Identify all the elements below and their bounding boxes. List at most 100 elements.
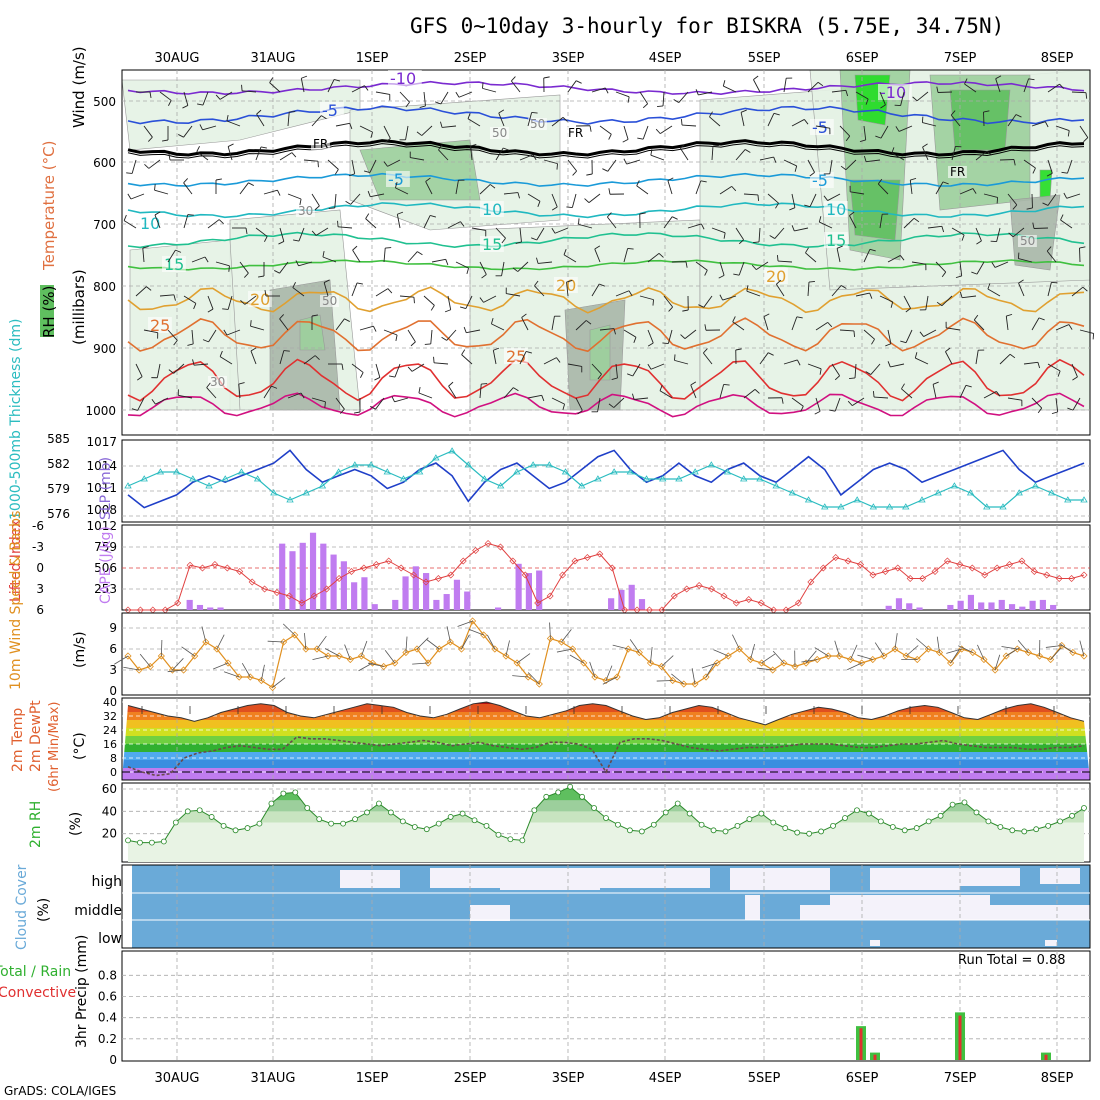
wind-barb <box>183 91 189 106</box>
wind-barb <box>527 394 542 399</box>
label-bg <box>311 138 330 150</box>
wind-barb <box>470 146 473 161</box>
wind-barb-flag <box>481 383 488 385</box>
wind-barb-flag <box>470 144 477 147</box>
wind-barb-flag <box>1063 192 1068 199</box>
wind-barb-flag <box>240 299 246 305</box>
li-tick: -6 <box>32 519 44 533</box>
wind-barb-flag <box>323 279 330 283</box>
wind-barb <box>556 648 573 653</box>
wind-barb <box>387 159 401 167</box>
wind-barb <box>394 397 409 403</box>
wind-barb-flag <box>751 264 757 270</box>
thickness-point <box>351 461 359 468</box>
wind-barb-flag <box>849 211 855 216</box>
rh-point <box>507 836 514 843</box>
thickness-point <box>837 503 845 510</box>
wind-barb-flag <box>440 121 443 128</box>
wind-barb <box>783 359 798 365</box>
wind-barb-flag <box>416 131 423 136</box>
wind-barb-flag <box>300 392 305 399</box>
lifted-index-point <box>695 582 703 589</box>
wind-barb-flag <box>1046 246 1052 252</box>
precip-conv-bar <box>873 1054 877 1060</box>
wind-barb-flag <box>215 178 222 181</box>
rh-point <box>352 816 358 823</box>
lifted-index-point <box>509 557 517 565</box>
wind-barb-flag <box>753 241 760 244</box>
wind-barb-flag <box>1061 171 1068 174</box>
label-bg <box>138 215 162 231</box>
wind-barb <box>423 91 426 106</box>
precip-tick: 0.6 <box>98 989 117 1003</box>
wind-barb <box>1046 250 1057 263</box>
cape-bar <box>402 576 409 610</box>
wind-barb <box>466 329 481 334</box>
thickness-point <box>983 503 991 510</box>
cape-bar <box>320 543 327 610</box>
wind-barb-flag <box>144 163 150 169</box>
wind-speed-point <box>157 652 165 660</box>
wind-barb <box>311 397 326 403</box>
isotherm-label: -5 <box>388 170 404 189</box>
wind-barb-flag <box>182 105 189 109</box>
precip-frame <box>121 950 1091 1062</box>
cape-bar <box>494 607 502 610</box>
lifted-index-point <box>981 571 989 579</box>
wind-barb <box>887 329 892 344</box>
wind-barb <box>977 644 985 660</box>
wind-barb <box>772 650 785 664</box>
wind-barb <box>208 329 217 343</box>
wind-barb <box>636 185 649 195</box>
wind-barb <box>836 248 841 263</box>
thickness-point <box>496 482 505 489</box>
wind-barb-flag <box>352 245 358 251</box>
wind-barb <box>950 649 960 664</box>
wind-barb-flag <box>551 206 558 211</box>
thickness-point <box>448 447 456 454</box>
wind-barb-flag <box>479 297 484 303</box>
cape-bar <box>638 599 646 610</box>
wind-barb <box>172 658 184 671</box>
top-date-label: 3SEP <box>552 51 585 66</box>
rh-point <box>1081 805 1087 811</box>
wind-barb-flag <box>900 340 907 344</box>
wind-barb <box>774 227 785 239</box>
wind-barb <box>512 675 529 678</box>
wind-barb <box>352 249 361 263</box>
wind-barb-flag <box>900 255 905 261</box>
wind-barb <box>1047 193 1057 206</box>
wind-barb-flag <box>594 245 601 250</box>
wind-barb <box>903 217 915 229</box>
lifted-index-point <box>211 561 219 568</box>
wind-barb-flag <box>354 411 361 414</box>
lifted-index-point <box>434 575 442 582</box>
lifted-index-point <box>732 599 740 607</box>
pressure-tick: 500 <box>93 95 116 109</box>
wind-barb-flag <box>271 385 278 389</box>
wind-barb <box>551 117 564 127</box>
wind-barb-flag <box>173 294 176 301</box>
label-bg <box>810 172 834 188</box>
wind-barb <box>850 191 865 195</box>
wind-barb-flag <box>845 90 849 97</box>
thickness-point <box>270 489 278 496</box>
wind-barb <box>775 284 785 297</box>
wind-barb <box>756 667 773 671</box>
wind-barb <box>743 193 758 196</box>
cape-bar <box>628 584 635 610</box>
wind-label: Wind (m/s) <box>70 46 88 128</box>
rh-point <box>220 822 227 829</box>
wind-barb-flag <box>149 91 152 98</box>
wind-barb <box>863 329 875 340</box>
lifted-index-point <box>546 592 554 600</box>
wind-barb <box>303 355 316 365</box>
wind-barb <box>440 91 449 105</box>
thickness-point <box>302 489 310 496</box>
wind-barb <box>958 645 974 653</box>
wind-barb-flag <box>278 241 285 245</box>
rh-point <box>316 816 323 823</box>
lifted-index-point <box>708 585 716 593</box>
wind-barb-flag <box>912 96 918 102</box>
wind-barb <box>589 661 596 678</box>
